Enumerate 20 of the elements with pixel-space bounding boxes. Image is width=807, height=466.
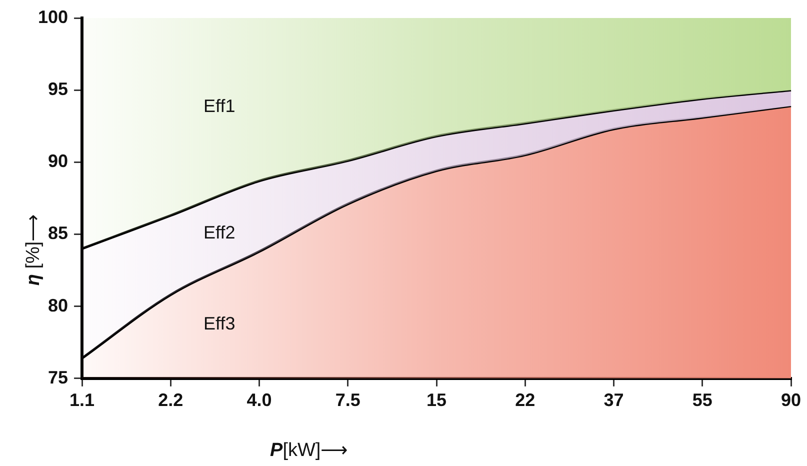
y-tick-label: 90 bbox=[48, 151, 68, 172]
x-tick-label: 15 bbox=[426, 390, 447, 410]
x-tick-label: 1.1 bbox=[70, 390, 95, 410]
y-tick-label: 95 bbox=[48, 79, 68, 100]
x-tick-label: 55 bbox=[692, 390, 712, 410]
y-tick-label: 100 bbox=[38, 6, 68, 27]
y-axis-title: η [%]⟶ bbox=[22, 213, 45, 288]
x-tick-label: 7.5 bbox=[335, 390, 360, 410]
x-axis-title: P[kW]⟶ bbox=[270, 439, 348, 462]
series-label: Eff1 bbox=[204, 96, 236, 116]
x-tick-label: 22 bbox=[515, 390, 536, 410]
series-label: Eff2 bbox=[204, 222, 236, 243]
x-tick-label: 90 bbox=[780, 390, 802, 410]
y-tick-label: 85 bbox=[48, 223, 68, 244]
x-tick-label: 37 bbox=[604, 390, 624, 410]
y-tick-label: 80 bbox=[48, 295, 68, 316]
y-tick-label: 75 bbox=[48, 367, 68, 388]
series-label: Eff3 bbox=[204, 314, 236, 334]
x-tick-label: 4.0 bbox=[246, 390, 272, 410]
x-tick-label: 2.2 bbox=[158, 390, 184, 410]
